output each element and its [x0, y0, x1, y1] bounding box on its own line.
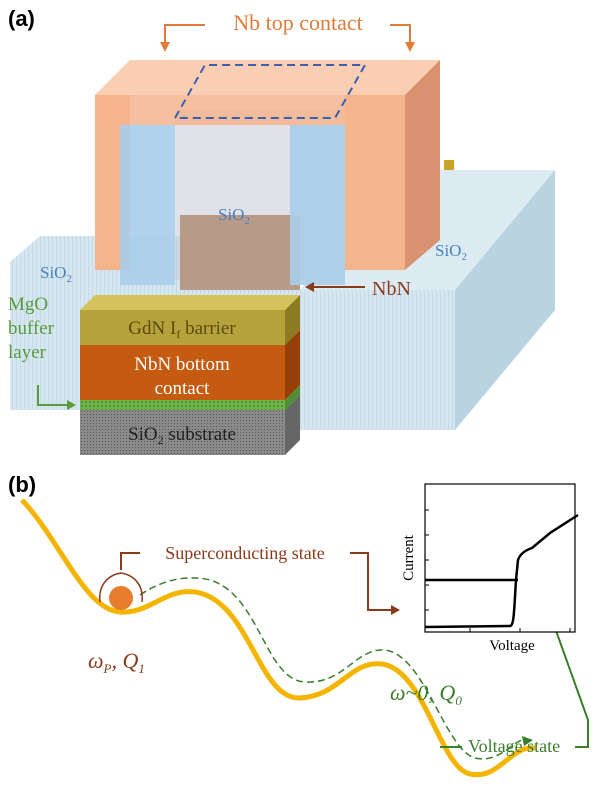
voltage-state-label: Voltage state	[468, 736, 560, 756]
labels-b: Superconducting state ωP, Q1 ω~0, Q0 Vol…	[88, 484, 588, 756]
text-run: ω	[88, 648, 104, 673]
sio2-right-front	[300, 290, 455, 430]
bottom-contact-label: NbN bottom	[134, 354, 230, 375]
mgo-label: buffer	[8, 318, 55, 339]
nbn-label: NbN	[372, 278, 411, 300]
nb-right-side	[405, 60, 440, 270]
mgo-label: layer	[8, 342, 47, 363]
bottom-contact-label: contact	[155, 378, 211, 399]
nbn-upper	[180, 215, 300, 290]
sio2-pillar-left	[120, 125, 175, 285]
text-run: SiO	[218, 205, 244, 224]
text-run: substrate	[164, 424, 236, 445]
text-run: SiO	[128, 424, 158, 445]
figure: (a) Nb top contact SiO2 SiO2	[0, 0, 598, 799]
x-axis-label: Voltage	[489, 638, 535, 654]
arrow-head	[391, 605, 400, 615]
text-run: SiO	[435, 241, 461, 260]
top-contact-label: Nb top contact	[233, 10, 363, 35]
subscript: 0	[455, 693, 462, 708]
arrow-head	[160, 42, 170, 52]
nb-right-leg	[345, 95, 405, 270]
running-params: ω~0, Q0	[390, 680, 462, 708]
iv-inset-frame	[425, 484, 575, 632]
subscript: P	[103, 661, 112, 676]
panel-label: (b)	[8, 472, 36, 497]
superconducting-label: Superconducting state	[165, 543, 324, 563]
nb-top-bar	[95, 95, 350, 125]
mgo-layer	[80, 400, 285, 410]
subscript: 1	[138, 661, 145, 676]
subscript: 2	[461, 251, 467, 263]
sio2-pillar-right	[290, 125, 345, 285]
barrier-label: GdN If barrier	[128, 318, 236, 341]
text-run: ω~0, Q	[390, 680, 455, 705]
text-run: , Q	[112, 648, 139, 673]
y-axis-label: Current	[401, 534, 417, 581]
panel-label: (a)	[8, 6, 35, 31]
mgo-label: MgO	[8, 294, 48, 315]
phase-params: ωP, Q1	[88, 648, 145, 676]
substrate-label: SiO2 substrate	[128, 424, 236, 447]
phase-particle	[109, 586, 133, 610]
subscript: 2	[244, 215, 250, 227]
text-run: GdN I	[128, 318, 176, 339]
arrow-head	[405, 42, 415, 52]
device-3d	[10, 60, 555, 455]
text-run: barrier	[180, 318, 236, 339]
subscript: 2	[66, 273, 72, 285]
page: (a) Nb top contact SiO2 SiO2	[0, 0, 598, 799]
barrier-top	[80, 295, 300, 310]
text-run: SiO	[40, 263, 66, 282]
contact-pad	[444, 160, 454, 170]
